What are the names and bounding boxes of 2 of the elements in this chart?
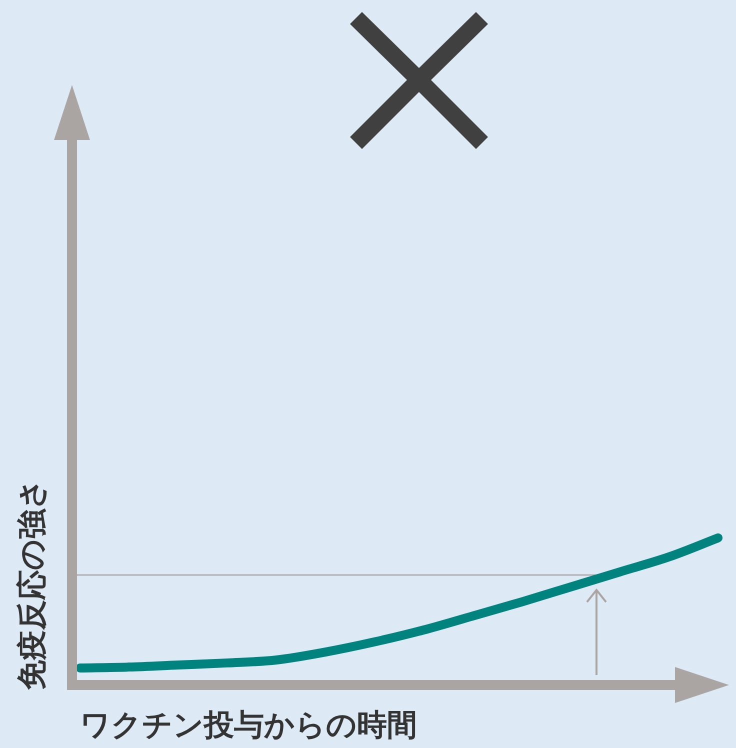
- x-axis-title: ワクチン投与からの時間: [80, 708, 417, 743]
- y-axis-title: 免疫反応の強さ: [14, 478, 50, 690]
